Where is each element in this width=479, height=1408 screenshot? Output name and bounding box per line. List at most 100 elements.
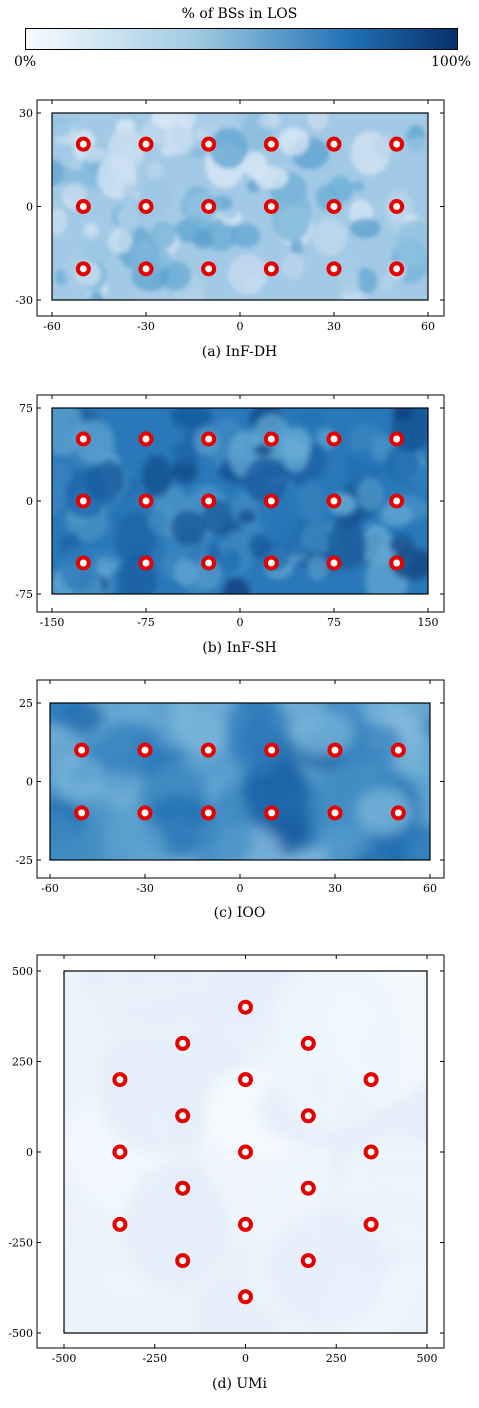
- bs-marker: [75, 493, 91, 509]
- x-tick-label: 0: [237, 882, 244, 895]
- bs-marker: [326, 555, 342, 571]
- y-tick-label: -500: [8, 1327, 33, 1340]
- y-tick-label: 500: [12, 965, 33, 978]
- panel-umi: -500 -250 0 250 500 -500 -250 0 250 500 (d) UMi: [8, 954, 445, 1392]
- y-tick-label: 0: [26, 495, 33, 508]
- bs-marker: [363, 1072, 379, 1088]
- bs-marker: [175, 1253, 191, 1269]
- x-tick-label: 60: [423, 882, 437, 895]
- bs-marker: [201, 199, 217, 214]
- bs-marker: [327, 805, 343, 821]
- x-tick-label: -150: [40, 616, 65, 629]
- bs-marker: [138, 199, 154, 214]
- heatmap-texture: [52, 408, 428, 594]
- y-tick-label: 250: [12, 1056, 33, 1069]
- panel-ioo: -60 -30 0 30 60 -25 0 25 (c) IOO: [15, 679, 445, 921]
- x-tick-label: 30: [327, 320, 341, 333]
- x-tick-label: 75: [327, 616, 341, 629]
- panel-caption: (a) InF-DH: [202, 344, 278, 360]
- bs-marker: [326, 199, 342, 214]
- heatmap-area: [50, 703, 430, 860]
- colorbar-title: % of BSs in LOS: [181, 6, 298, 22]
- bs-marker: [75, 136, 91, 152]
- colorbar-min-label: 0%: [14, 54, 37, 70]
- bs-marker: [389, 199, 405, 214]
- bs-marker: [327, 742, 343, 758]
- bs-marker: [300, 1253, 316, 1269]
- x-tick-label: 500: [417, 1352, 438, 1365]
- bs-marker: [263, 555, 279, 571]
- x-tick-label: -60: [43, 320, 61, 333]
- x-tick-label: 0: [242, 1352, 249, 1365]
- bs-marker: [175, 1035, 191, 1051]
- plot-region-border: [51, 112, 429, 301]
- y-tick-label: 0: [26, 1146, 33, 1159]
- bs-marker: [201, 261, 217, 277]
- x-tick-label: 150: [418, 616, 439, 629]
- bs-marker: [201, 555, 217, 571]
- bs-marker: [326, 493, 342, 509]
- bs-marker: [326, 261, 342, 277]
- x-tick-label: -250: [142, 1352, 167, 1365]
- bs-marker: [389, 261, 405, 277]
- bs-marker: [200, 742, 216, 758]
- heatmap-texture: [50, 703, 430, 860]
- y-tick-label: -250: [8, 1237, 33, 1250]
- y-tick-label: -75: [15, 588, 33, 601]
- bs-marker: [175, 1180, 191, 1196]
- panel-caption: (b) InF-SH: [202, 640, 277, 656]
- bs-marker: [201, 493, 217, 509]
- colorbar: [25, 28, 458, 50]
- x-tick-label: -500: [52, 1352, 77, 1365]
- bs-marker: [238, 1216, 253, 1232]
- bs-marker: [74, 805, 90, 821]
- bs-marker: [264, 742, 280, 758]
- bs-marker: [300, 1035, 316, 1051]
- bs-marker: [389, 431, 405, 447]
- bs-marker: [200, 805, 216, 821]
- bs-marker: [138, 431, 154, 447]
- bs-marker: [175, 1108, 191, 1124]
- heatmap-area: [52, 113, 428, 300]
- bs-marker: [389, 493, 405, 509]
- plot-region-border: [49, 702, 431, 861]
- bs-marker: [74, 742, 90, 758]
- bs-marker: [238, 1072, 253, 1088]
- x-tick-label: -30: [136, 882, 154, 895]
- bs-marker: [137, 805, 153, 821]
- bs-marker: [75, 431, 91, 447]
- x-tick-label: 250: [326, 1352, 347, 1365]
- bs-marker: [389, 136, 405, 152]
- heatmap-area: [52, 408, 428, 594]
- y-tick-label: 0: [26, 776, 33, 789]
- bs-marker: [263, 493, 279, 509]
- plot-region-border: [63, 970, 428, 1334]
- bs-marker: [326, 431, 342, 447]
- panel-caption: (c) IOO: [214, 905, 266, 921]
- x-tick-label: 30: [328, 882, 342, 895]
- plot-region-border: [51, 407, 429, 595]
- bs-marker: [363, 1144, 379, 1160]
- bs-marker: [201, 431, 217, 447]
- bs-marker: [75, 199, 91, 214]
- bs-marker: [112, 1072, 128, 1088]
- y-tick-label: 0: [26, 201, 33, 214]
- x-tick-label: -30: [137, 320, 155, 333]
- y-tick-label: 25: [19, 697, 33, 710]
- bs-marker: [112, 1216, 128, 1232]
- bs-marker: [75, 555, 91, 571]
- bs-marker: [300, 1108, 316, 1124]
- x-tick-label: 60: [421, 320, 435, 333]
- bs-marker: [75, 261, 91, 277]
- bs-marker: [263, 431, 279, 447]
- y-tick-label: -25: [15, 854, 33, 867]
- panel-inf-dh: -60 -30 0 30 60 -30 0 30 (a) InF-DH: [15, 99, 445, 360]
- bs-marker: [201, 136, 217, 152]
- y-tick-label: 30: [19, 107, 33, 120]
- y-tick-label: -30: [15, 294, 33, 307]
- x-tick-label: -60: [41, 882, 59, 895]
- panel-caption: (d) UMi: [212, 1376, 267, 1392]
- x-tick-label: 0: [237, 616, 244, 629]
- bs-marker: [389, 555, 405, 571]
- bs-marker: [138, 261, 154, 277]
